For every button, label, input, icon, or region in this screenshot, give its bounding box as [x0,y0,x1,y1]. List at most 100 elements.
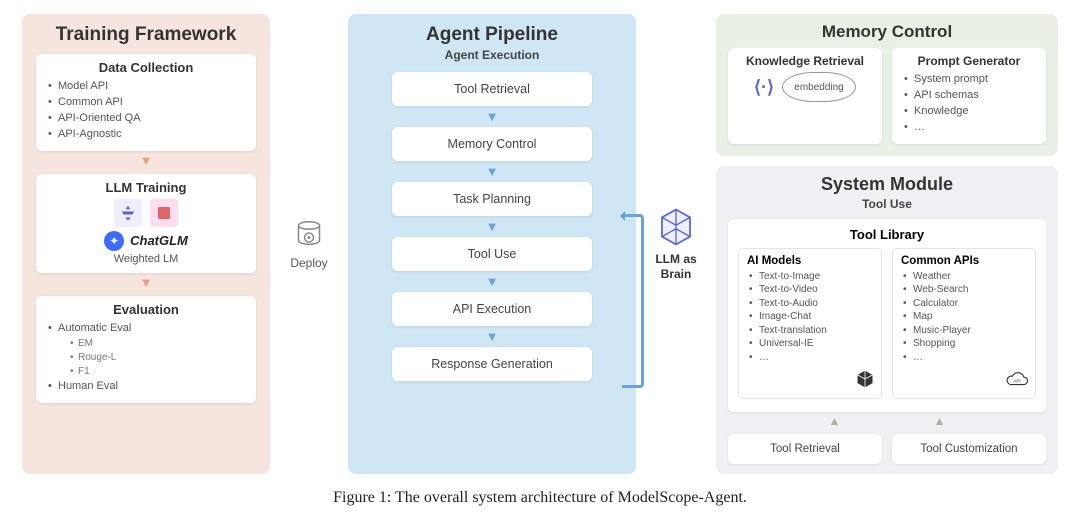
knowledge-retrieval-card: Knowledge Retrieval ⟨·⟩ embedding [728,48,882,144]
common-apis-box: Common APIs Weather Web-Search Calculato… [892,248,1036,399]
system-subtitle: Tool Use [728,197,1046,211]
right-column: Memory Control Knowledge Retrieval ⟨·⟩ e… [716,14,1058,474]
list-item: API-Agnostic [48,127,246,143]
list-item: Automatic Eval EM Rouge-L F1 [48,321,246,379]
evaluation-list: Automatic Eval EM Rouge-L F1 Human Eval [46,321,246,395]
list-item: F1 [70,365,246,379]
down-arrow-icon: ▼ [486,274,499,289]
pipeline-step: Memory Control [392,127,592,161]
list-item: Text-translation [749,324,873,338]
llm-brain-icon [655,206,697,248]
figure-caption: Figure 1: The overall system architectur… [0,489,1080,507]
list-item: Text-to-Image [749,270,873,284]
ai-models-box: AI Models Text-to-Image Text-to-Video Te… [738,248,882,399]
kr-title: Knowledge Retrieval [736,54,874,68]
system-module-panel: System Module Tool Use Tool Library AI M… [716,166,1058,474]
agent-pipeline-column: Agent Pipeline Agent Execution Tool Retr… [348,14,636,474]
pipeline-title: Agent Pipeline [362,24,622,46]
list-item: … [904,120,1038,136]
down-arrow-icon: ▼ [486,329,499,344]
training-framework-column: Training Framework Data Collection Model… [22,14,270,474]
list-item: Human Eval [48,379,246,395]
embedding-store-icon: embedding [782,72,856,102]
deploy-connector: Deploy [270,14,348,474]
llm-training-title: LLM Training [46,180,246,195]
list-item: Rouge-L [70,351,246,365]
llm-training-card: LLM Training ✦ ChatGLM Weighted LM [36,174,256,273]
list-item: … [749,351,873,365]
list-item: Music-Player [903,324,1027,338]
llm-icons-row [46,199,246,227]
pipeline-step: Response Generation [392,347,592,381]
list-item: System prompt [904,72,1038,88]
tool-retrieval-chip: Tool Retrieval [728,434,882,464]
llm-brain-line2: Brain [661,267,692,281]
data-icon [150,199,178,227]
deploy-label: Deploy [290,256,327,270]
prompt-generator-card: Prompt Generator System prompt API schem… [892,48,1046,144]
llm-brain-connector: LLM as Brain [636,14,716,474]
model-icon [114,199,142,227]
list-item: API-Oriented QA [48,111,246,127]
pipeline-step: Tool Retrieval [392,72,592,106]
weighted-lm-label: Weighted LM [46,253,246,265]
list-item: Text-to-Video [749,283,873,297]
pipeline-steps: Tool Retrieval ▼ Memory Control ▼ Task P… [362,72,622,381]
list-item: Weather [903,270,1027,284]
tool-library-card: Tool Library AI Models Text-to-Image Tex… [728,219,1046,412]
list-item: Universal-IE [749,337,873,351]
down-arrow-icon: ▼ [36,275,256,290]
evaluation-card: Evaluation Automatic Eval EM Rouge-L F1 … [36,296,256,403]
cube-icon [855,369,875,394]
pipeline-step: Tool Use [392,237,592,271]
data-collection-card: Data Collection Model API Common API API… [36,54,256,151]
ai-models-title: AI Models [747,255,873,267]
memory-control-panel: Memory Control Knowledge Retrieval ⟨·⟩ e… [716,14,1058,156]
list-item: API schemas [904,88,1038,104]
chatglm-row: ✦ ChatGLM [46,231,246,251]
llm-brain-line1: LLM as [655,252,696,266]
up-arrows-row: ▲ ▲ [728,414,1046,428]
list-item: Model API [48,79,246,95]
list-item: Text-to-Audio [749,297,873,311]
brackets-icon: ⟨·⟩ [754,77,774,98]
feedback-loop-arrow [622,214,644,388]
common-apis-title: Common APIs [901,255,1027,267]
down-arrow-icon: ▼ [486,109,499,124]
pipeline-subtitle: Agent Execution [362,48,622,62]
svg-text:API: API [1013,378,1020,383]
architecture-diagram: Training Framework Data Collection Model… [22,14,1058,474]
evaluation-title: Evaluation [46,302,246,317]
list-item: … [903,351,1027,365]
system-title: System Module [728,174,1046,195]
tool-library-title: Tool Library [738,227,1036,242]
data-collection-title: Data Collection [46,60,246,75]
list-item: Shopping [903,337,1027,351]
list-item: Web-Search [903,283,1027,297]
list-item: Map [903,310,1027,324]
chatglm-label: ChatGLM [130,233,188,248]
memory-title: Memory Control [728,22,1046,42]
training-framework-panel: Training Framework Data Collection Model… [22,14,270,474]
llm-brain-label: LLM as Brain [655,252,696,282]
chatglm-icon: ✦ [104,231,124,251]
pg-title: Prompt Generator [900,54,1038,68]
list-item: EM [70,337,246,351]
down-arrow-icon: ▼ [36,153,256,168]
training-title: Training Framework [36,24,256,46]
agent-pipeline-panel: Agent Pipeline Agent Execution Tool Retr… [348,14,636,474]
list-item: Knowledge [904,104,1038,120]
list-item: Calculator [903,297,1027,311]
pipeline-step: API Execution [392,292,592,326]
list-item: Common API [48,95,246,111]
pipeline-step: Task Planning [392,182,592,216]
database-gear-icon [291,218,327,254]
cloud-api-icon: API [1005,371,1029,394]
data-collection-list: Model API Common API API-Oriented QA API… [46,79,246,143]
tool-customization-chip: Tool Customization [892,434,1046,464]
down-arrow-icon: ▼ [486,164,499,179]
list-item: Image-Chat [749,310,873,324]
embedding-label: embedding [794,82,843,93]
auto-eval-label: Automatic Eval [58,322,131,334]
down-arrow-icon: ▼ [486,219,499,234]
